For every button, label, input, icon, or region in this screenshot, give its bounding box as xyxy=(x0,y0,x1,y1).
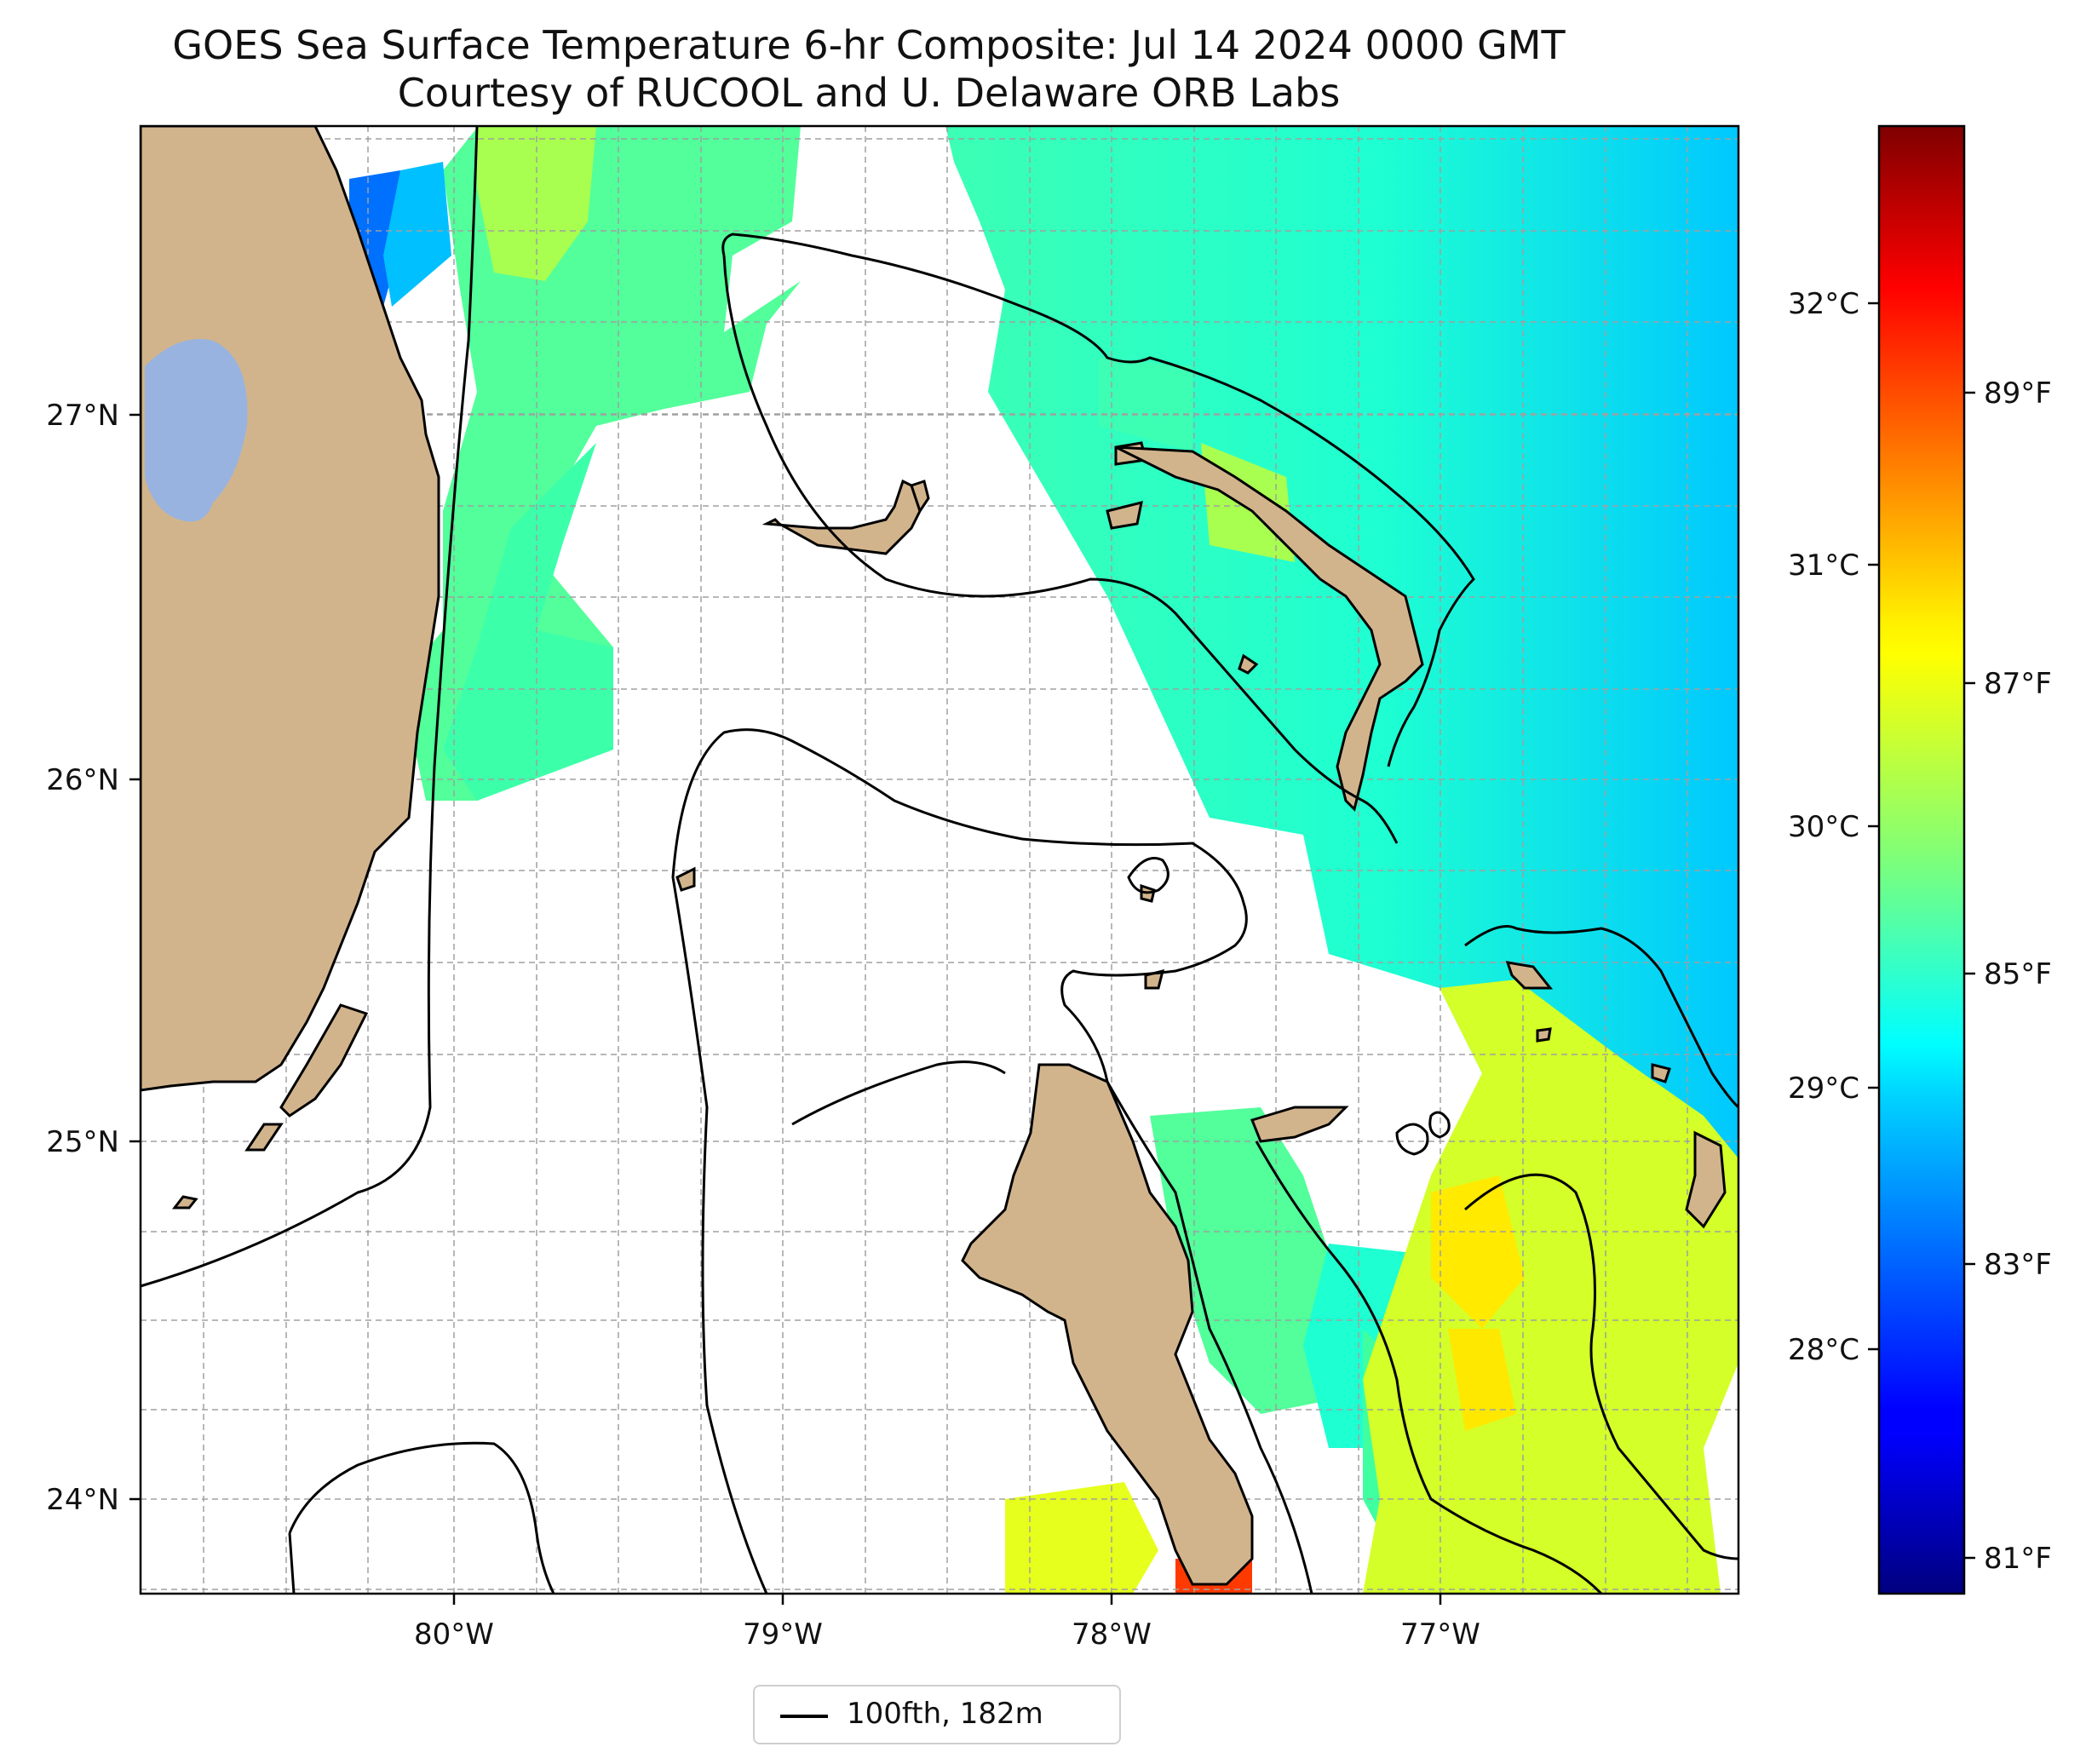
colorbar-fahrenheit-label: 87°F xyxy=(1984,667,2052,701)
lat-tick-label: 25°N xyxy=(46,1125,119,1159)
legend-line-swatch xyxy=(780,1715,828,1718)
land-florida-keys xyxy=(171,1003,369,1210)
legend: 100fth, 182m xyxy=(753,1685,1121,1744)
lon-tick-label: 77°W xyxy=(1400,1617,1480,1652)
lon-tick-label: 80°W xyxy=(414,1617,494,1652)
map-subtitle: Courtesy of RUCOOL and U. Delaware ORB L… xyxy=(397,70,1341,116)
lon-tick-label: 78°W xyxy=(1072,1617,1152,1652)
axis-ticks xyxy=(129,413,1442,1605)
land-bahamas xyxy=(675,441,1727,1586)
colorbar-fahrenheit-label: 89°F xyxy=(1984,376,2052,411)
lat-tick-label: 26°N xyxy=(46,763,119,797)
map-axes xyxy=(141,126,1738,1594)
colorbar-celsius-label: 28°C xyxy=(1788,1333,1859,1367)
lat-tick-label: 27°N xyxy=(46,399,119,433)
colorbar-fahrenheit-label: 83°F xyxy=(1984,1248,2052,1282)
colorbar-fahrenheit-label: 81°F xyxy=(1984,1542,2052,1576)
lake-okeechobee xyxy=(145,339,248,522)
isobath-contours xyxy=(141,126,1738,1594)
colorbar-celsius-label: 30°C xyxy=(1788,810,1859,844)
map-title: GOES Sea Surface Temperature 6-hr Compos… xyxy=(172,22,1566,68)
colorbar-celsius-label: 32°C xyxy=(1788,287,1859,321)
gridlines xyxy=(141,126,1738,1594)
sst-field xyxy=(349,126,1738,1594)
colorbar-celsius-label: 31°C xyxy=(1788,549,1859,583)
lat-tick-label: 24°N xyxy=(46,1483,119,1517)
colorbar-celsius-label: 29°C xyxy=(1788,1072,1859,1106)
map-frame xyxy=(139,124,1740,1595)
legend-label: 100fth, 182m xyxy=(847,1697,1043,1731)
lon-tick-label: 79°W xyxy=(743,1617,823,1652)
colorbar-gradient xyxy=(1877,124,1966,1595)
colorbar-fahrenheit-label: 85°F xyxy=(1984,957,2052,991)
colorbar: 32°C 31°C 30°C 29°C 28°C 89°F 87°F 85°F … xyxy=(1788,124,2052,1595)
